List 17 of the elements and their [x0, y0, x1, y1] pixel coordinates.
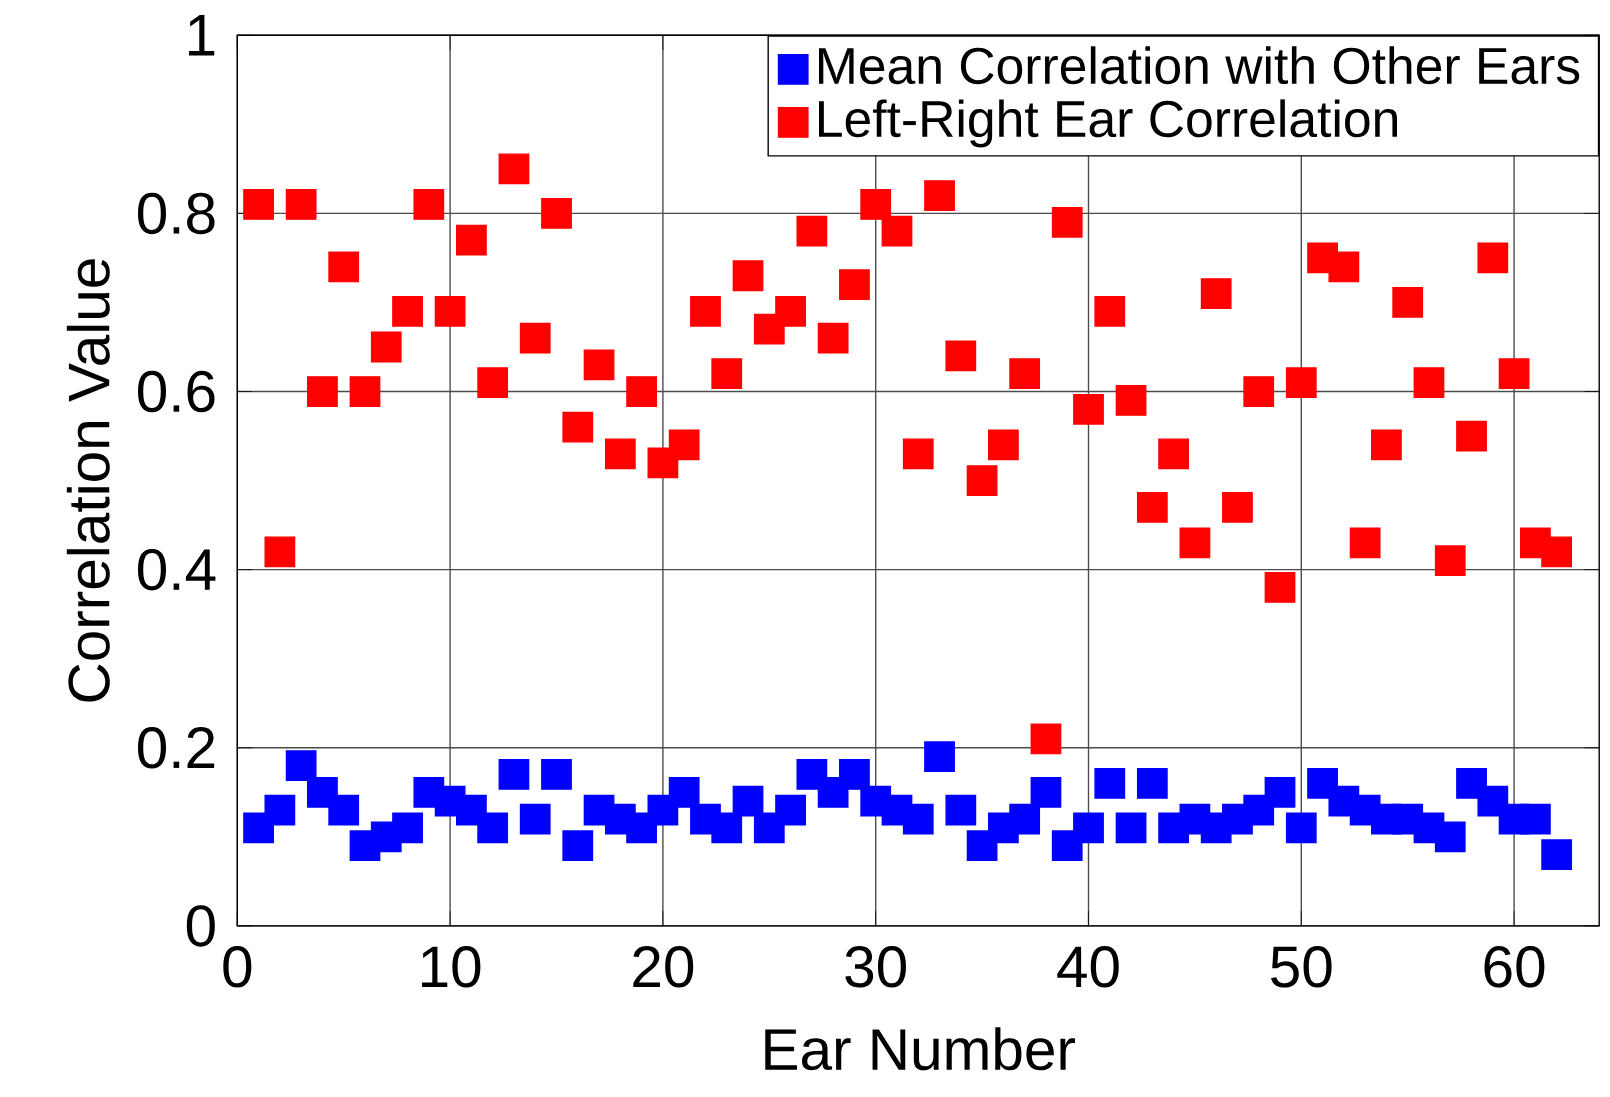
- x-tick-label: 0: [223, 945, 252, 988]
- x-tick-label: 30: [845, 945, 906, 988]
- y-tick-label: 0.6: [138, 370, 215, 413]
- y-tick-label: 0.2: [138, 726, 215, 769]
- x-tick-label: 60: [1484, 945, 1545, 988]
- x-tick-label: 40: [1057, 945, 1119, 988]
- x-tick-label: 20: [633, 945, 694, 988]
- y-tick-label: 0.8: [138, 192, 215, 234]
- x-tick-label: 10: [422, 945, 481, 988]
- x-tick-label: 50: [1271, 945, 1332, 988]
- y-tick-label: 0: [186, 904, 215, 947]
- y-axis-title: Correlation Value: [66, 259, 110, 702]
- y-tick-label: 1: [189, 14, 215, 56]
- legend-label: Mean Correlation with Other Ears: [819, 46, 1580, 85]
- y-tick-label: 0.4: [138, 548, 216, 591]
- x-axis-title: Ear Number: [765, 1027, 1075, 1071]
- legend-label: Left-Right Ear Correlation: [819, 99, 1397, 148]
